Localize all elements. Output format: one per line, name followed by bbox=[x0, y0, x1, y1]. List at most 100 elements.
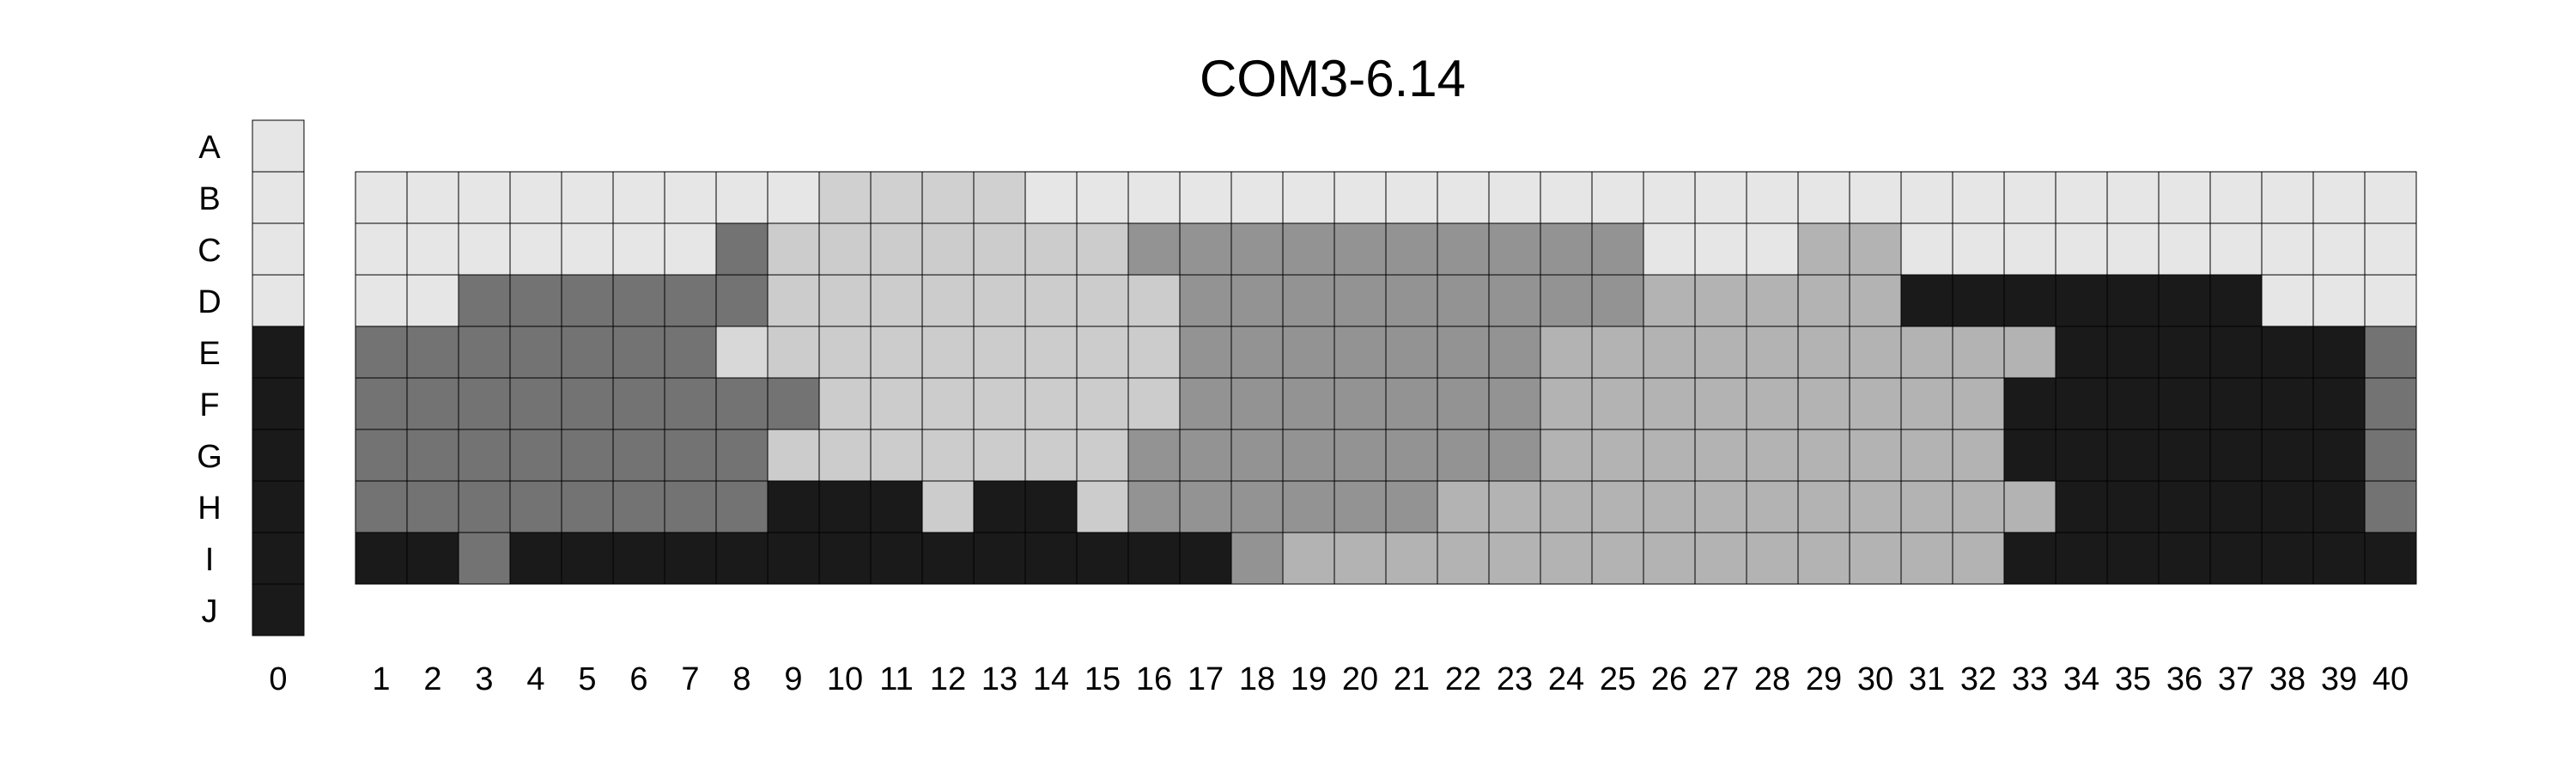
row-label-I: I bbox=[205, 542, 215, 578]
cell-28-D bbox=[1746, 274, 1799, 327]
cell-8-F bbox=[715, 377, 769, 430]
cell-21-D bbox=[1385, 274, 1438, 327]
cell-15-C bbox=[1076, 222, 1129, 276]
cell-2-H bbox=[406, 480, 459, 533]
cell-25-F bbox=[1591, 377, 1644, 430]
cell-18-D bbox=[1230, 274, 1284, 327]
cell-12-I bbox=[921, 532, 975, 585]
cell-16-H bbox=[1127, 480, 1181, 533]
cell-3-H bbox=[458, 480, 511, 533]
column-label-18: 18 bbox=[1239, 661, 1275, 697]
cell-9-D bbox=[767, 274, 820, 327]
cell-19-I bbox=[1282, 532, 1335, 585]
cell-5-H bbox=[561, 480, 614, 533]
cell-9-I bbox=[767, 532, 820, 585]
row-label-E: E bbox=[198, 336, 220, 372]
cell-16-B bbox=[1127, 171, 1181, 224]
cell-4-B bbox=[509, 171, 562, 224]
column-label-0: 0 bbox=[269, 661, 287, 697]
cell-31-C bbox=[1900, 222, 1953, 276]
cell-1-D bbox=[355, 274, 408, 327]
cell-26-I bbox=[1643, 532, 1696, 585]
cell-3-B bbox=[458, 171, 511, 224]
cell-10-F bbox=[818, 377, 872, 430]
cell-27-E bbox=[1694, 326, 1747, 379]
column-label-14: 14 bbox=[1033, 661, 1069, 697]
cell-33-E bbox=[2003, 326, 2057, 379]
cell-32-E bbox=[1952, 326, 2005, 379]
cell-40-C bbox=[2364, 222, 2417, 276]
cell-32-I bbox=[1952, 532, 2005, 585]
cell-19-H bbox=[1282, 480, 1335, 533]
cell-19-B bbox=[1282, 171, 1335, 224]
cell-10-B bbox=[818, 171, 872, 224]
cell-23-I bbox=[1488, 532, 1541, 585]
cell-30-D bbox=[1849, 274, 1902, 327]
column-label-31: 31 bbox=[1909, 661, 1945, 697]
cell-23-B bbox=[1488, 171, 1541, 224]
cell-20-D bbox=[1334, 274, 1387, 327]
cell-23-H bbox=[1488, 480, 1541, 533]
column-label-20: 20 bbox=[1342, 661, 1378, 697]
cell-30-H bbox=[1849, 480, 1902, 533]
cell-0-E bbox=[252, 326, 305, 379]
cell-9-B bbox=[767, 171, 820, 224]
cell-24-F bbox=[1540, 377, 1593, 430]
cell-5-B bbox=[561, 171, 614, 224]
cell-40-H bbox=[2364, 480, 2417, 533]
cell-34-B bbox=[2055, 171, 2108, 224]
row-label-A: A bbox=[198, 130, 221, 166]
column-label-3: 3 bbox=[475, 661, 493, 697]
cell-29-F bbox=[1797, 377, 1850, 430]
cell-26-G bbox=[1643, 429, 1696, 482]
cell-4-H bbox=[509, 480, 562, 533]
cell-10-I bbox=[818, 532, 872, 585]
cell-12-H bbox=[921, 480, 975, 533]
column-label-11: 11 bbox=[879, 661, 913, 697]
cell-7-I bbox=[664, 532, 717, 585]
cell-28-G bbox=[1746, 429, 1799, 482]
cell-7-H bbox=[664, 480, 717, 533]
cell-36-F bbox=[2158, 377, 2211, 430]
cell-0-I bbox=[252, 532, 305, 585]
cell-24-E bbox=[1540, 326, 1593, 379]
cell-22-G bbox=[1437, 429, 1490, 482]
cell-14-I bbox=[1024, 532, 1078, 585]
cell-40-I bbox=[2364, 532, 2417, 585]
cell-7-F bbox=[664, 377, 717, 430]
column-label-27: 27 bbox=[1703, 661, 1739, 697]
cell-13-G bbox=[973, 429, 1026, 482]
cell-20-F bbox=[1334, 377, 1387, 430]
column-label-24: 24 bbox=[1548, 661, 1584, 697]
cell-40-F bbox=[2364, 377, 2417, 430]
cell-19-F bbox=[1282, 377, 1335, 430]
column-label-21: 21 bbox=[1394, 661, 1430, 697]
cell-32-G bbox=[1952, 429, 2005, 482]
cell-18-F bbox=[1230, 377, 1284, 430]
cell-21-B bbox=[1385, 171, 1438, 224]
cell-17-E bbox=[1179, 326, 1232, 379]
cell-20-H bbox=[1334, 480, 1387, 533]
column-label-29: 29 bbox=[1806, 661, 1842, 697]
cell-39-B bbox=[2312, 171, 2366, 224]
cell-16-C bbox=[1127, 222, 1181, 276]
cell-24-I bbox=[1540, 532, 1593, 585]
cell-20-C bbox=[1334, 222, 1387, 276]
cell-38-F bbox=[2261, 377, 2314, 430]
cell-27-H bbox=[1694, 480, 1747, 533]
cell-14-G bbox=[1024, 429, 1078, 482]
cell-16-G bbox=[1127, 429, 1181, 482]
row-label-F: F bbox=[199, 387, 219, 423]
cell-10-D bbox=[818, 274, 872, 327]
cell-21-I bbox=[1385, 532, 1438, 585]
cell-35-E bbox=[2106, 326, 2160, 379]
cell-13-F bbox=[973, 377, 1026, 430]
cell-26-F bbox=[1643, 377, 1696, 430]
cell-29-D bbox=[1797, 274, 1850, 327]
column-label-38: 38 bbox=[2269, 661, 2306, 697]
cell-19-G bbox=[1282, 429, 1335, 482]
cell-9-H bbox=[767, 480, 820, 533]
cell-8-D bbox=[715, 274, 769, 327]
cell-21-C bbox=[1385, 222, 1438, 276]
cell-14-E bbox=[1024, 326, 1078, 379]
